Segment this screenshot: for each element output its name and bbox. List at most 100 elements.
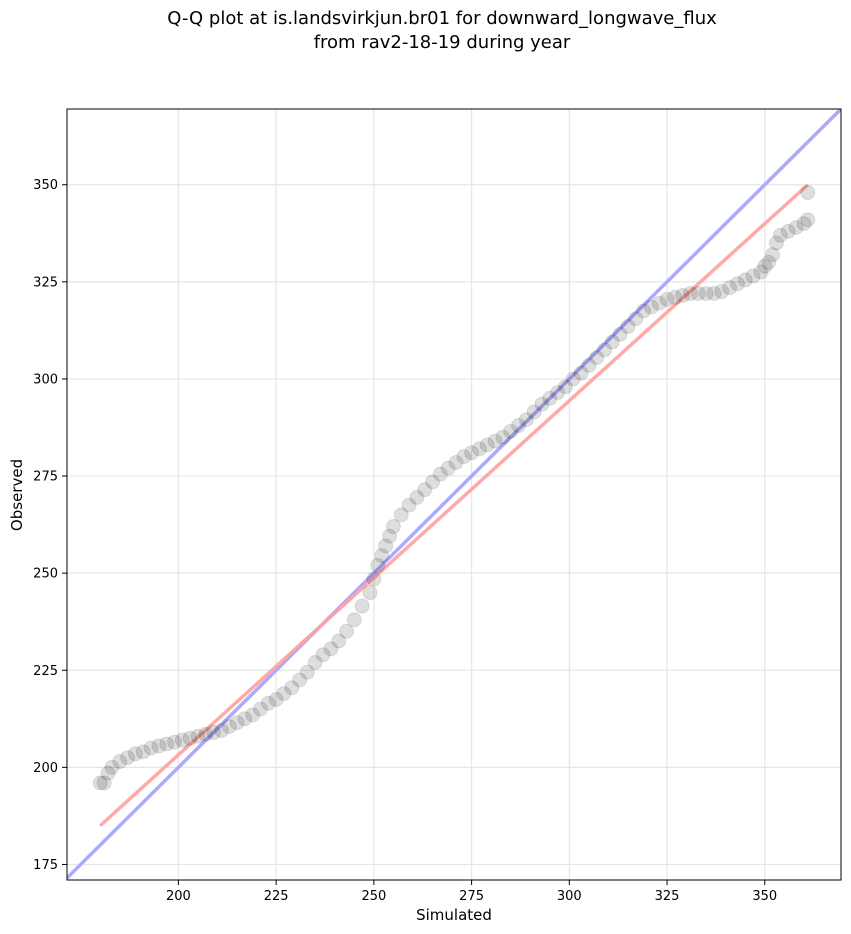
- qq-point: [706, 285, 722, 301]
- qq-point: [182, 730, 198, 746]
- qq-point: [800, 212, 816, 228]
- y-axis-ticks: 175 200 225 250 275 300 325 350: [33, 178, 67, 873]
- x-tick-label: 275: [459, 889, 484, 904]
- qq-point: [393, 507, 409, 523]
- qq-point: [354, 598, 370, 614]
- qq-point: [143, 740, 159, 756]
- y-tick-label: 200: [33, 761, 58, 776]
- qq-point: [213, 722, 229, 738]
- qq-point: [788, 219, 804, 235]
- qq-point: [612, 326, 628, 342]
- qq-point: [557, 379, 573, 395]
- x-tick-label: 325: [655, 889, 680, 904]
- qq-point: [518, 412, 534, 428]
- qq-point: [651, 295, 667, 311]
- qq-point: [206, 724, 222, 740]
- qq-point: [307, 654, 323, 670]
- qq-point: [675, 287, 691, 303]
- qq-point: [620, 319, 636, 335]
- qq-point: [729, 276, 745, 292]
- qq-point: [772, 227, 788, 243]
- qq-point: [104, 759, 120, 775]
- y-tick-label: 350: [33, 178, 58, 193]
- qq-point: [151, 738, 167, 754]
- qq-point: [299, 664, 315, 680]
- x-axis-label: Simulated: [416, 906, 492, 924]
- data-points: [92, 185, 816, 791]
- qq-point: [331, 633, 347, 649]
- qq-point: [565, 371, 581, 387]
- qq-point: [127, 746, 143, 762]
- qq-point: [260, 695, 276, 711]
- chart-title-line-2: from rav2-18-19 during year: [314, 32, 571, 53]
- qq-point: [284, 680, 300, 696]
- qq-point: [448, 454, 464, 470]
- x-tick-label: 350: [752, 889, 777, 904]
- plot-frame: [66, 108, 842, 881]
- y-tick-label: 175: [33, 858, 58, 873]
- reference-lines: [67, 109, 841, 880]
- qq-point: [495, 429, 511, 445]
- qq-point: [745, 268, 761, 284]
- qq-point: [487, 433, 503, 449]
- qq-point: [761, 254, 777, 270]
- qq-point: [643, 299, 659, 315]
- qq-point: [714, 284, 730, 300]
- chart-title-line-1: Q-Q plot at is.landsvirkjun.br01 for dow…: [167, 8, 717, 29]
- qq-point: [253, 701, 268, 717]
- identity-line: [67, 109, 841, 880]
- x-tick-label: 250: [361, 889, 386, 904]
- qq-point: [722, 280, 738, 296]
- qq-point: [362, 585, 378, 601]
- qq-point: [100, 765, 116, 781]
- qq-point: [550, 385, 566, 401]
- qq-point: [628, 311, 644, 327]
- qq-point: [737, 272, 753, 288]
- y-tick-label: 225: [33, 664, 58, 679]
- qq-point: [366, 571, 382, 587]
- qq-point: [374, 548, 390, 564]
- y-tick-label: 250: [33, 567, 58, 582]
- qq-point: [237, 711, 253, 727]
- qq-point: [432, 466, 448, 482]
- qq-point: [198, 726, 214, 742]
- qq-point: [382, 528, 397, 544]
- qq-point: [159, 736, 175, 752]
- qq-point: [315, 647, 331, 663]
- qq-point: [780, 223, 796, 239]
- qq-point: [346, 612, 362, 628]
- qq-point: [229, 715, 245, 731]
- qq-point: [604, 334, 620, 350]
- qq-point: [245, 707, 261, 723]
- grid: [67, 109, 841, 880]
- qq-point: [401, 497, 417, 513]
- qq-point: [471, 441, 487, 457]
- qq-point: [378, 538, 394, 554]
- qq-point: [221, 719, 237, 735]
- x-axis-ticks: 200 225 250 275 300 325 350: [166, 880, 777, 904]
- qq-point: [581, 357, 597, 373]
- qq-point: [268, 691, 284, 707]
- qq-point: [370, 557, 386, 573]
- qq-point: [534, 396, 550, 412]
- qq-point: [456, 449, 472, 465]
- qq-point: [96, 775, 112, 791]
- qq-point: [479, 437, 495, 453]
- qq-point: [276, 686, 292, 702]
- qq-point: [526, 404, 542, 420]
- y-axis-label: Observed: [8, 459, 26, 531]
- qq-point: [542, 390, 558, 406]
- qq-point: [769, 235, 784, 251]
- qq-point: [167, 734, 182, 750]
- qq-point: [425, 474, 440, 490]
- qq-point: [698, 285, 714, 301]
- qq-point: [323, 641, 339, 657]
- qq-point: [800, 185, 816, 201]
- qq-point: [597, 342, 612, 358]
- qq-point: [503, 423, 519, 439]
- qq-point: [667, 289, 683, 305]
- qq-point: [757, 258, 773, 274]
- qq-point: [659, 291, 675, 307]
- y-tick-label: 300: [33, 372, 58, 387]
